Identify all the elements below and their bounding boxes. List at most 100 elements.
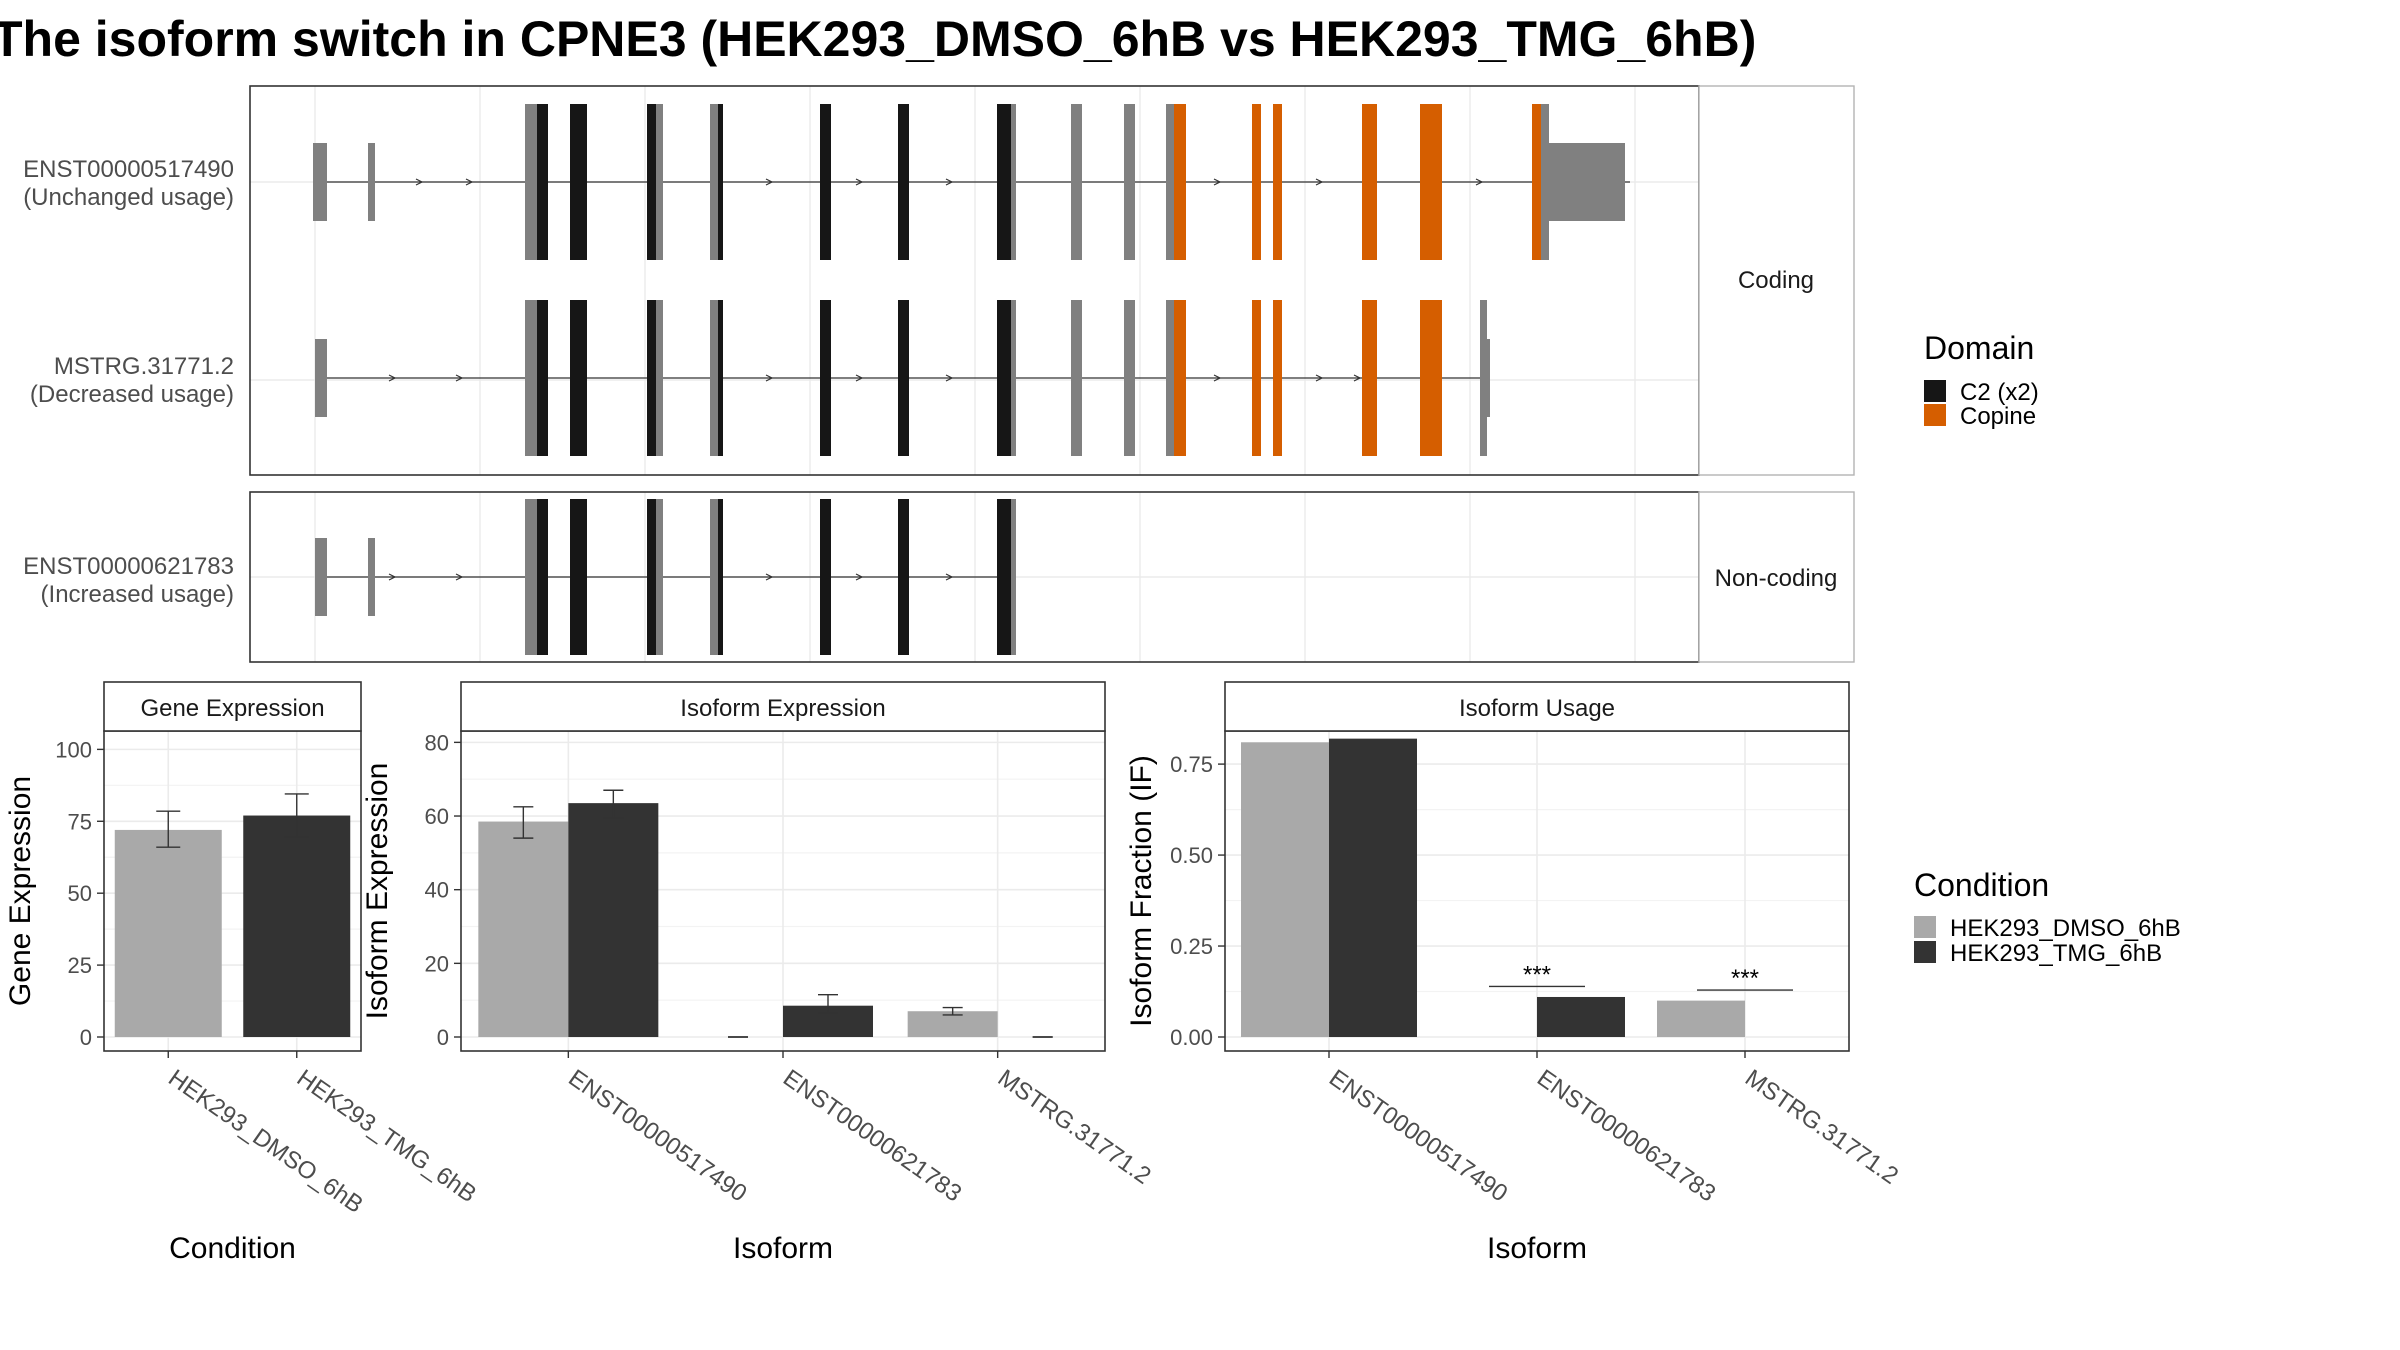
exon-c2-domain — [718, 499, 723, 655]
bar — [1241, 742, 1329, 1037]
exon — [1071, 104, 1082, 260]
legend-label-c2: C2 (x2) — [1960, 379, 2039, 406]
exon-c2-domain — [537, 499, 548, 655]
exon — [531, 300, 537, 456]
y-tick-label: 0 — [80, 1025, 92, 1050]
direction-arrow — [388, 573, 397, 581]
y-tick-label: 75 — [68, 809, 92, 834]
direction-arrow — [1213, 178, 1222, 186]
exon — [315, 538, 327, 616]
panel-strip — [1224, 681, 1850, 732]
exon-c2-domain — [997, 300, 1011, 456]
exon-c2-domain — [647, 104, 656, 260]
exon-c2-domain — [570, 499, 587, 655]
y-tick-label: 0.75 — [1170, 752, 1213, 777]
direction-arrow — [1315, 374, 1324, 382]
y-tick-label: 50 — [68, 881, 92, 906]
coding-tracks — [313, 104, 1630, 456]
direction-arrow — [388, 374, 397, 382]
direction-arrow — [945, 573, 954, 581]
direction-arrow — [455, 573, 464, 581]
exon — [656, 300, 663, 456]
legend-swatch-c2 — [1924, 380, 1946, 402]
exon — [1011, 300, 1016, 456]
direction-arrow — [465, 178, 474, 186]
y-tick-label: 60 — [425, 804, 449, 829]
exon — [525, 300, 531, 456]
exon — [1480, 300, 1487, 456]
exon — [368, 538, 375, 616]
exon — [313, 143, 327, 221]
exon — [1011, 104, 1016, 260]
x-axis-title: Condition — [169, 1232, 296, 1265]
significance-label: *** — [1731, 965, 1759, 992]
x-tick-label: MSTRG.31771.2 — [993, 1064, 1156, 1189]
direction-arrow — [455, 374, 464, 382]
bar — [243, 815, 351, 1037]
bar — [1657, 1000, 1745, 1037]
exon-copine-domain — [1174, 104, 1186, 260]
exon-c2-domain — [570, 104, 587, 260]
exon-copine-domain — [1532, 104, 1541, 260]
x-axis-title: Isoform — [733, 1232, 833, 1265]
exon — [710, 499, 718, 655]
direction-arrow — [855, 374, 864, 382]
exon-c2-domain — [820, 300, 831, 456]
exon — [710, 300, 718, 456]
direction-arrow — [765, 573, 774, 581]
track-label-id: ENST00000621783 — [23, 553, 234, 580]
direction-arrow — [855, 178, 864, 186]
exon — [656, 104, 663, 260]
y-tick-label: 25 — [68, 953, 92, 978]
x-axis-title: Isoform — [1487, 1232, 1587, 1265]
x-tick-label: ENST00000517490 — [1324, 1064, 1512, 1207]
track-label-status: (Increased usage) — [41, 581, 234, 608]
bar — [568, 803, 659, 1037]
legend-label-dmso: HEK293_DMSO_6hB — [1950, 915, 2181, 942]
exon-copine-domain — [1362, 300, 1377, 456]
track-label-id: MSTRG.31771.2 — [54, 353, 234, 380]
y-tick-label: 40 — [425, 878, 449, 903]
chart-0: Gene Expression0255075100HEK293_DMSO_6hB… — [4, 681, 481, 1265]
exon-copine-domain — [1362, 104, 1377, 260]
bar — [478, 821, 569, 1037]
exon-copine-domain — [1252, 300, 1261, 456]
direction-arrow — [765, 178, 774, 186]
panel-strip — [103, 681, 362, 732]
y-tick-label: 20 — [425, 951, 449, 976]
y-tick-label: 0.25 — [1170, 934, 1213, 959]
exon-c2-domain — [718, 104, 723, 260]
track-label-status: (Decreased usage) — [30, 381, 234, 408]
exon — [1124, 104, 1135, 260]
exon-c2-domain — [898, 104, 909, 260]
y-tick-label: 100 — [55, 737, 92, 762]
domain-legend-title: Domain — [1924, 330, 2034, 366]
condition-legend: Condition HEK293_DMSO_6hB HEK293_TMG_6hB — [1914, 867, 2181, 967]
bar — [1329, 738, 1417, 1037]
y-tick-label: 0.00 — [1170, 1025, 1213, 1050]
exon-copine-domain — [1273, 104, 1282, 260]
exon — [531, 104, 537, 260]
panel-strip-label: Isoform Usage — [1459, 695, 1615, 722]
exon — [1166, 104, 1174, 260]
exon-c2-domain — [537, 300, 548, 456]
direction-arrow — [415, 178, 424, 186]
exon-copine-domain — [1252, 104, 1261, 260]
exon-c2-domain — [537, 104, 548, 260]
strip-coding — [1698, 85, 1855, 476]
chart-1: Isoform Expression 0 20 40 60 80 ENST000005174… — [361, 681, 1156, 1265]
direction-arrow — [1353, 374, 1362, 382]
exon — [1541, 104, 1549, 260]
exon — [525, 104, 531, 260]
direction-arrow — [765, 374, 774, 382]
legend-swatch-tmg — [1914, 941, 1936, 963]
exon-copine-domain — [1420, 300, 1442, 456]
exon-c2-domain — [647, 300, 656, 456]
y-axis-title: Isoform Expression — [361, 763, 394, 1020]
y-tick-label: 80 — [425, 730, 449, 755]
exon — [710, 104, 718, 260]
exon-copine-domain — [1420, 104, 1442, 260]
exon-c2-domain — [570, 300, 587, 456]
exon-c2-domain — [820, 499, 831, 655]
